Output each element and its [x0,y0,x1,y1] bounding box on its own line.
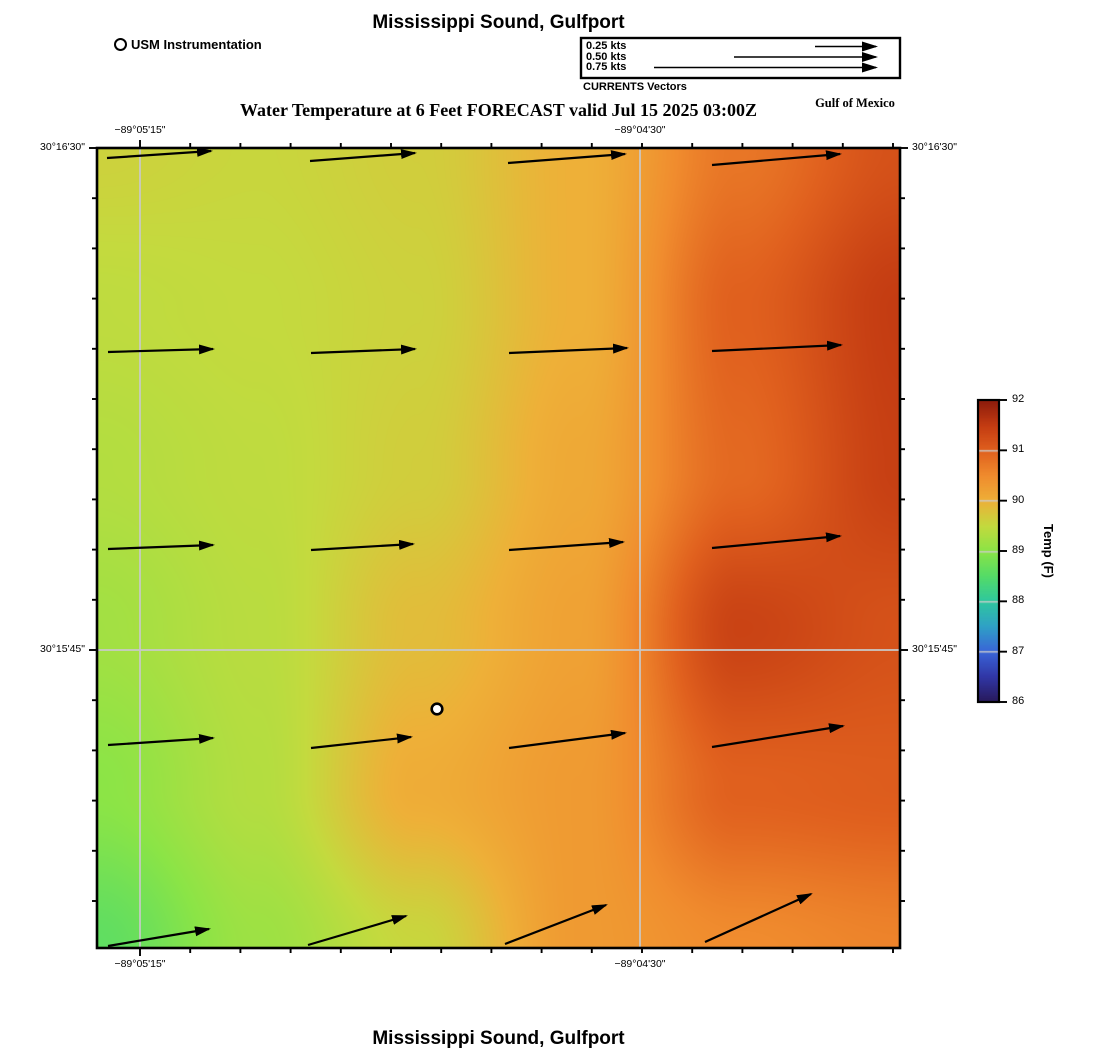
y-axis-tick-label-right: 30°16'30" [912,141,957,153]
colorbar-tick-label: 88 [1012,594,1025,607]
x-axis-tick-label-top: −89°05'15" [114,124,166,136]
x-axis-tick-label-bottom: −89°05'15" [114,958,166,970]
y-axis-tick-label-right: 30°15'45" [912,643,957,655]
currents-legend-box [579,36,902,80]
colorbar-tick-label: 86 [1012,695,1025,707]
colorbar-tick-label: 89 [1012,544,1025,556]
y-axis-tick-label-left: 30°15'45" [40,643,85,655]
x-axis-tick-label-bottom: −89°04'30" [614,958,666,970]
x-axis-tick-label-top: −89°04'30" [614,124,666,136]
forecast-subtitle: Water Temperature at 6 Feet FORECAST val… [240,100,757,120]
colorbar-title: Temp (F) [1041,524,1056,578]
currents-legend-caption: CURRENTS Vectors [583,81,687,93]
currents-speed-label: 0.50 kts [586,50,627,63]
figure-title-top: Mississippi Sound, Gulfport [372,12,625,33]
colorbar-tick-label: 91 [1012,443,1025,456]
currents-speed-label: 0.75 kts [586,61,627,73]
instrument-legend-label: USM Instrumentation [131,37,262,52]
colorbar-tick-label: 87 [1012,644,1025,657]
colorbar-tick-label: 90 [1012,493,1025,506]
currents-speed-label: 0.25 kts [586,40,627,52]
instrument-legend: USM Instrumentation [114,37,262,52]
instrument-marker-icon [114,38,127,51]
heatmap-canvas [97,148,900,948]
colorbar-canvas [978,400,999,702]
y-axis-tick-label-left: 30°16'30" [40,141,85,153]
colorbar-tick-label: 92 [1012,393,1025,405]
region-label-gulf-of-mexico: Gulf of Mexico [815,96,895,110]
figure-title-bottom: Mississippi Sound, Gulfport [372,1028,625,1049]
